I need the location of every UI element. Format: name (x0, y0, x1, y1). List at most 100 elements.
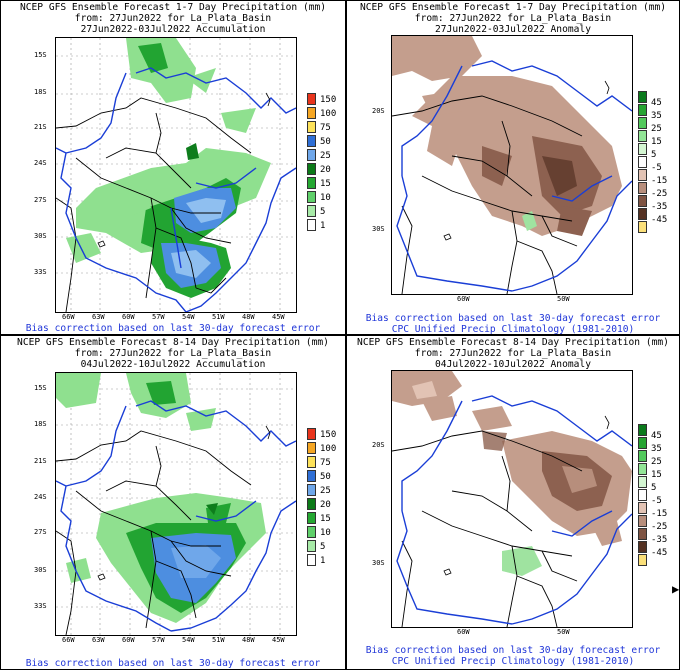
lon-tick: 48W (242, 313, 255, 321)
lat-tick: 15S (34, 384, 47, 392)
scroll-right-arrow-icon[interactable]: ▶ (672, 582, 680, 596)
lat-tick: 20S (372, 441, 385, 449)
basin-outline (396, 395, 632, 625)
legend-label: 5 (651, 483, 657, 493)
legend-swatch (307, 526, 316, 538)
legend-label: 25 (651, 124, 662, 134)
lon-tick: 45W (272, 636, 285, 644)
legend-swatch (638, 130, 647, 142)
color-legend: 150 100 75 50 25 20 15 10 5 1 (307, 93, 345, 243)
lat-tick: 24S (34, 159, 47, 167)
legend-label: -35 (651, 535, 668, 545)
panel-footer-line1: Bias correction based on last 30-day for… (25, 323, 321, 334)
legend-swatch (307, 107, 316, 119)
anomaly-map (392, 371, 632, 627)
lat-tick: 33S (34, 602, 47, 610)
legend-label: 150 (320, 430, 337, 440)
legend-label: 25 (320, 486, 331, 496)
color-legend: 45 35 25 15 5 -5 -15 -25 -35 -45 (638, 91, 678, 251)
legend-swatch (638, 117, 647, 129)
legend-swatch (307, 442, 316, 454)
lon-tick: 60W (457, 295, 470, 303)
legend-swatch (307, 205, 316, 217)
country-borders (392, 430, 583, 627)
legend-swatch (307, 135, 316, 147)
lon-tick: 60W (122, 636, 135, 644)
basin-outline (56, 400, 296, 632)
panel-title-line2: from: 27Jun2022 for La_Plata_Basin (414, 348, 612, 359)
lat-tick: 20S (372, 107, 385, 115)
legend-swatch (307, 121, 316, 133)
panel-title-line1: NCEP GFS Ensemble Forecast 1-7 Day Preci… (359, 2, 667, 13)
legend-swatch (307, 428, 316, 440)
legend-swatch (638, 156, 647, 168)
legend-label: 15 (320, 514, 331, 524)
legend-swatch (638, 476, 647, 488)
legend-label: 35 (651, 111, 662, 121)
lon-tick: 66W (62, 636, 75, 644)
legend-label: 1 (320, 556, 326, 566)
basin-outline (56, 67, 296, 312)
panel-title-line3: 04Jul2022-10Jul2022 Anomaly (435, 359, 591, 370)
legend-label: 15 (651, 137, 662, 147)
legend-label: -15 (651, 176, 668, 186)
legend-swatch (638, 502, 647, 514)
panel-title-line3: 27Jun2022-03Jul2022 Accumulation (80, 24, 266, 35)
legend-swatch (307, 93, 316, 105)
legend-swatch (638, 528, 647, 540)
lon-tick: 54W (182, 636, 195, 644)
panel-title-line1: NCEP GFS Ensemble Forecast 8-14 Day Prec… (17, 337, 329, 348)
legend-swatch (307, 512, 316, 524)
lat-tick: 15S (34, 51, 47, 59)
legend-swatch (638, 208, 647, 220)
panel-week2-accumulation: NCEP GFS Ensemble Forecast 8-14 Day Prec… (0, 335, 346, 670)
legend-label: 50 (320, 137, 331, 147)
lat-tick: 27S (34, 196, 47, 204)
lon-tick: 51W (212, 636, 225, 644)
lat-tick: 30S (34, 566, 47, 574)
legend-swatch (638, 450, 647, 462)
precip-shading (66, 38, 271, 298)
legend-label: 150 (320, 95, 337, 105)
legend-label: 50 (320, 472, 331, 482)
legend-label: -5 (651, 163, 662, 173)
legend-swatch (638, 424, 647, 436)
lon-tick: 50W (557, 295, 570, 303)
legend-swatch (638, 143, 647, 155)
precip-map (56, 38, 296, 312)
legend-swatch (307, 498, 316, 510)
legend-label: -25 (651, 522, 668, 532)
legend-swatch (638, 515, 647, 527)
map-frame (55, 372, 297, 636)
lat-tick: 30S (372, 225, 385, 233)
lat-tick: 24S (34, 493, 47, 501)
panel-title-line1: NCEP GFS Ensemble Forecast 8-14 Day Prec… (357, 337, 669, 348)
lat-tick: 18S (34, 88, 47, 96)
legend-label: 5 (651, 150, 657, 160)
legend-label: 25 (651, 457, 662, 467)
legend-label: 20 (320, 165, 331, 175)
legend-swatch (307, 470, 316, 482)
lat-tick: 33S (34, 268, 47, 276)
panel-title-line2: from: 27Jun2022 for La_Plata_Basin (74, 13, 272, 24)
lon-tick: 60W (122, 313, 135, 321)
legend-swatch (638, 221, 647, 233)
legend-label: -45 (651, 215, 668, 225)
legend-swatch (307, 177, 316, 189)
legend-swatch (638, 554, 647, 566)
lat-tick: 21S (34, 123, 47, 131)
legend-swatch (307, 191, 316, 203)
panel-footer-line1: Bias correction based on last 30-day for… (365, 645, 661, 656)
legend-label: 100 (320, 109, 337, 119)
panel-title-line3: 04Jul2022-10Jul2022 Accumulation (80, 359, 266, 370)
legend-label: 75 (320, 123, 331, 133)
legend-swatch (307, 554, 316, 566)
anomaly-shading (392, 36, 622, 236)
lon-tick: 51W (212, 313, 225, 321)
legend-label: -25 (651, 189, 668, 199)
anomaly-map (392, 36, 632, 294)
legend-swatch (307, 484, 316, 496)
lat-tick: 27S (34, 528, 47, 536)
lat-tick: 30S (34, 232, 47, 240)
legend-label: 5 (320, 207, 326, 217)
